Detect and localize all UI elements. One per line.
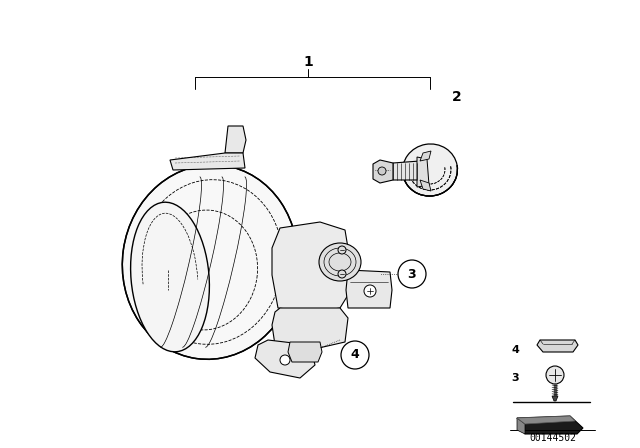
- Polygon shape: [255, 340, 315, 378]
- Polygon shape: [393, 161, 420, 180]
- Polygon shape: [420, 151, 431, 161]
- Polygon shape: [517, 416, 583, 434]
- Polygon shape: [225, 126, 246, 153]
- Polygon shape: [517, 416, 575, 424]
- Circle shape: [280, 355, 290, 365]
- Circle shape: [546, 366, 564, 384]
- Polygon shape: [170, 153, 245, 170]
- Polygon shape: [288, 342, 322, 362]
- Ellipse shape: [131, 202, 209, 352]
- Polygon shape: [552, 396, 558, 401]
- Text: 4: 4: [351, 349, 360, 362]
- Ellipse shape: [403, 144, 458, 196]
- Text: 1: 1: [303, 55, 313, 69]
- Text: 4: 4: [511, 345, 519, 355]
- Polygon shape: [346, 270, 392, 308]
- Text: 2: 2: [452, 90, 462, 104]
- Circle shape: [398, 260, 426, 288]
- Text: 00144502: 00144502: [529, 433, 577, 443]
- Polygon shape: [537, 340, 578, 352]
- Polygon shape: [373, 160, 393, 183]
- Ellipse shape: [122, 165, 298, 359]
- Polygon shape: [517, 418, 525, 434]
- Circle shape: [338, 270, 346, 278]
- Polygon shape: [272, 222, 350, 312]
- Text: 3: 3: [511, 373, 519, 383]
- Circle shape: [364, 285, 376, 297]
- Circle shape: [378, 167, 386, 175]
- Polygon shape: [417, 157, 429, 187]
- Circle shape: [338, 246, 346, 254]
- Polygon shape: [272, 308, 348, 350]
- Circle shape: [341, 341, 369, 369]
- Polygon shape: [420, 180, 431, 191]
- Ellipse shape: [319, 243, 361, 281]
- Text: 3: 3: [408, 267, 416, 280]
